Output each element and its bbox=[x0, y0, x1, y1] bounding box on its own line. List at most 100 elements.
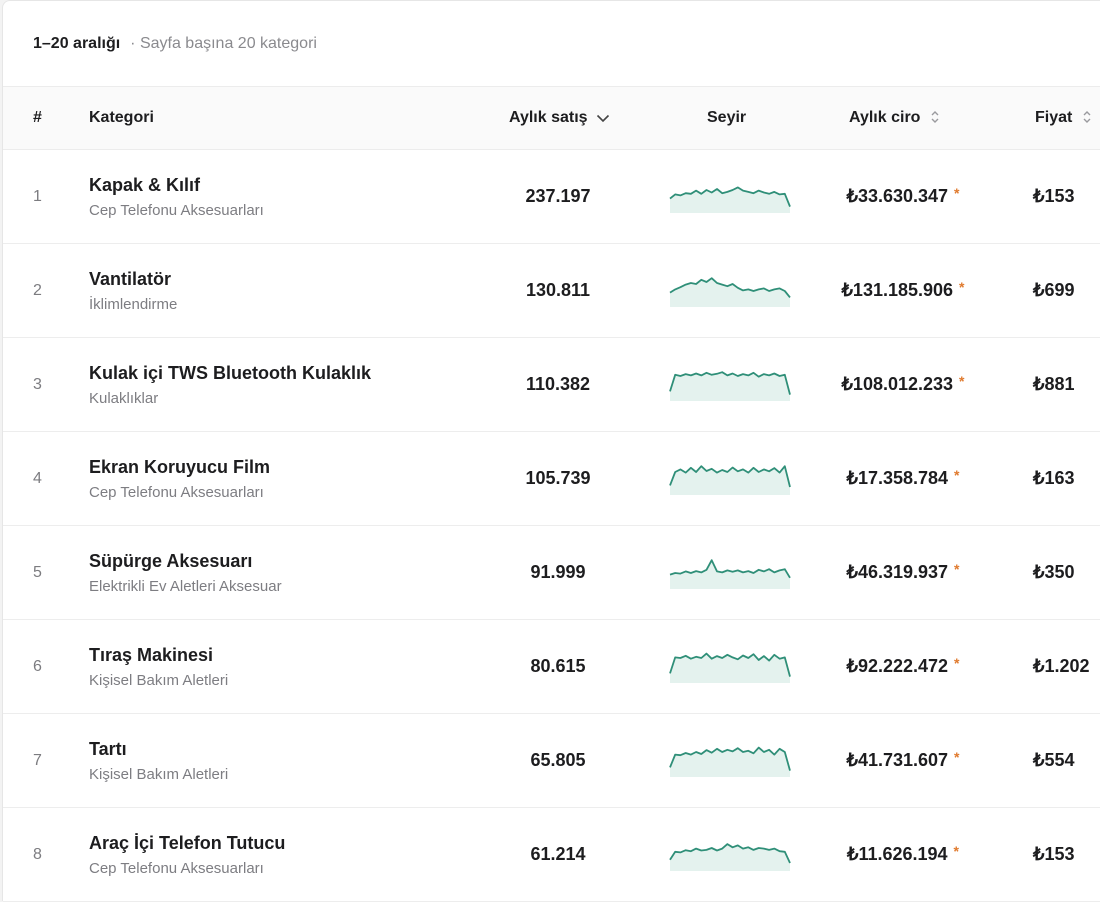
category-subcategory: Cep Telefonu Aksesuarları bbox=[89, 483, 264, 501]
table-row[interactable]: 5 Süpürge Aksesuarı Elektrikli Ev Aletle… bbox=[3, 526, 1100, 620]
monthly-revenue-value: ₺108.012.233 bbox=[841, 374, 954, 394]
column-header-category-label: Kategori bbox=[89, 109, 154, 126]
monthly-sales-value: 110.382 bbox=[525, 374, 591, 394]
category-subcategory: İklimlendirme bbox=[89, 295, 178, 313]
category-name[interactable]: Kulak içi TWS Bluetooth Kulaklık bbox=[89, 362, 372, 383]
column-header-trend-label: Seyir bbox=[707, 109, 747, 126]
sparkline-chart bbox=[669, 370, 791, 401]
monthly-sales-value: 91.999 bbox=[530, 562, 586, 582]
range-label: 1–20 aralığı bbox=[33, 34, 121, 52]
trend-sparkline bbox=[665, 620, 795, 713]
sparkline-line bbox=[669, 746, 791, 771]
row-index: 3 bbox=[33, 375, 42, 393]
monthly-revenue-value: ₺11.626.194 bbox=[847, 844, 948, 864]
category-cell[interactable]: Kulak içi TWS Bluetooth Kulaklık Kulaklı… bbox=[89, 338, 371, 431]
column-header-monthly-sales[interactable]: Aylık satış bbox=[509, 87, 610, 149]
category-name[interactable]: Araç İçi Telefon Tutucu bbox=[89, 832, 286, 853]
chevron-down-icon[interactable] bbox=[596, 111, 610, 126]
monthly-revenue-cell: ₺131.185.906 * bbox=[823, 244, 983, 337]
revenue-marker: * bbox=[954, 466, 960, 483]
price-value: ₺153 bbox=[1033, 844, 1075, 864]
column-header-price[interactable]: Fiyat bbox=[1035, 87, 1092, 149]
monthly-revenue-value: ₺46.319.937 bbox=[846, 562, 949, 582]
per-page-label: · Sayfa başına 20 kategori bbox=[130, 34, 317, 52]
revenue-marker: * bbox=[954, 560, 960, 577]
price-value: ₺1.202 bbox=[1033, 656, 1090, 676]
row-index: 2 bbox=[33, 281, 42, 299]
table-row[interactable]: 1 Kapak & Kılıf Cep Telefonu Aksesuarlar… bbox=[3, 150, 1100, 244]
price-value: ₺153 bbox=[1033, 186, 1075, 206]
column-header-category: Kategori bbox=[89, 87, 154, 149]
column-header-monthly-revenue[interactable]: Aylık ciro bbox=[849, 87, 940, 149]
table-header: # Kategori Aylık satış Seyir Aylık ciro … bbox=[3, 87, 1100, 150]
price-value: ₺350 bbox=[1033, 562, 1075, 582]
category-subcategory: Cep Telefonu Aksesuarları bbox=[89, 201, 264, 219]
revenue-marker: * bbox=[953, 842, 959, 859]
revenue-marker: * bbox=[954, 654, 960, 671]
category-cell[interactable]: Kapak & Kılıf Cep Telefonu Aksesuarları bbox=[89, 150, 264, 243]
table-row[interactable]: 7 Tartı Kişisel Bakım Aletleri 65.805 ₺4… bbox=[3, 714, 1100, 808]
sparkline-chart bbox=[669, 746, 791, 777]
monthly-sales-value: 237.197 bbox=[525, 186, 591, 206]
sparkline-chart bbox=[669, 558, 791, 589]
category-subcategory: Kişisel Bakım Aletleri bbox=[89, 671, 229, 689]
table-body: 1 Kapak & Kılıf Cep Telefonu Aksesuarlar… bbox=[3, 150, 1100, 902]
row-index: 6 bbox=[33, 657, 42, 675]
row-index: 7 bbox=[33, 751, 42, 769]
category-name[interactable]: Vantilatör bbox=[89, 268, 172, 289]
category-name[interactable]: Ekran Koruyucu Film bbox=[89, 456, 271, 477]
sparkline-chart bbox=[669, 276, 791, 307]
monthly-revenue-cell: ₺41.731.607 * bbox=[823, 714, 983, 807]
category-name[interactable]: Tıraş Makinesi bbox=[89, 644, 214, 665]
sparkline-area bbox=[670, 465, 790, 495]
category-cell[interactable]: Vantilatör İklimlendirme bbox=[89, 244, 177, 337]
category-name[interactable]: Tartı bbox=[89, 738, 127, 759]
monthly-revenue-value: ₺131.185.906 bbox=[841, 280, 954, 300]
column-header-trend: Seyir bbox=[707, 87, 746, 149]
category-cell[interactable]: Süpürge Aksesuarı Elektrikli Ev Aletleri… bbox=[89, 526, 282, 619]
category-subcategory: Elektrikli Ev Aletleri Aksesuar bbox=[89, 577, 282, 595]
sort-icon[interactable] bbox=[1082, 110, 1092, 127]
monthly-sales-value: 105.739 bbox=[525, 468, 591, 488]
sort-icon[interactable] bbox=[930, 110, 940, 127]
table-row[interactable]: 6 Tıraş Makinesi Kişisel Bakım Aletleri … bbox=[3, 620, 1100, 714]
table-row[interactable]: 4 Ekran Koruyucu Film Cep Telefonu Akses… bbox=[3, 432, 1100, 526]
sparkline-area bbox=[670, 747, 790, 777]
sparkline-line bbox=[669, 276, 791, 298]
sparkline-area bbox=[670, 371, 790, 401]
column-header-price-label: Fiyat bbox=[1035, 109, 1073, 126]
category-cell[interactable]: Araç İçi Telefon Tutucu Cep Telefonu Aks… bbox=[89, 808, 285, 901]
sparkline-line bbox=[669, 185, 791, 207]
category-name[interactable]: Kapak & Kılıf bbox=[89, 174, 201, 195]
monthly-revenue-cell: ₺33.630.347 * bbox=[823, 150, 983, 243]
column-header-monthly-revenue-label: Aylık ciro bbox=[849, 109, 921, 126]
category-cell[interactable]: Tartı Kişisel Bakım Aletleri bbox=[89, 714, 228, 807]
category-subcategory: Kulaklıklar bbox=[89, 389, 159, 407]
sparkline-line bbox=[669, 464, 791, 487]
revenue-marker: * bbox=[959, 278, 965, 295]
monthly-revenue-value: ₺92.222.472 bbox=[846, 656, 949, 676]
sparkline-line bbox=[669, 370, 791, 395]
monthly-revenue-cell: ₺108.012.233 * bbox=[823, 338, 983, 431]
category-cell[interactable]: Ekran Koruyucu Film Cep Telefonu Aksesua… bbox=[89, 432, 270, 525]
monthly-sales-value: 65.805 bbox=[530, 750, 586, 770]
category-cell[interactable]: Tıraş Makinesi Kişisel Bakım Aletleri bbox=[89, 620, 228, 713]
trend-sparkline bbox=[665, 244, 795, 337]
row-index: 8 bbox=[33, 845, 42, 863]
category-name[interactable]: Süpürge Aksesuarı bbox=[89, 550, 253, 571]
price-value: ₺163 bbox=[1033, 468, 1075, 488]
table-row[interactable]: 2 Vantilatör İklimlendirme 130.811 ₺131.… bbox=[3, 244, 1100, 338]
pagination-summary: 1–20 aralığı · Sayfa başına 20 kategori bbox=[3, 1, 1100, 87]
revenue-marker: * bbox=[954, 184, 960, 201]
table-row[interactable]: 8 Araç İçi Telefon Tutucu Cep Telefonu A… bbox=[3, 808, 1100, 902]
monthly-revenue-cell: ₺46.319.937 * bbox=[823, 526, 983, 619]
sparkline-line bbox=[669, 558, 791, 578]
monthly-sales-value: 61.214 bbox=[530, 844, 586, 864]
price-value: ₺699 bbox=[1033, 280, 1075, 300]
sparkline-chart bbox=[669, 185, 791, 213]
trend-sparkline bbox=[665, 150, 795, 243]
column-header-index: # bbox=[33, 87, 42, 149]
table-row[interactable]: 3 Kulak içi TWS Bluetooth Kulaklık Kulak… bbox=[3, 338, 1100, 432]
sparkline-chart bbox=[669, 464, 791, 495]
